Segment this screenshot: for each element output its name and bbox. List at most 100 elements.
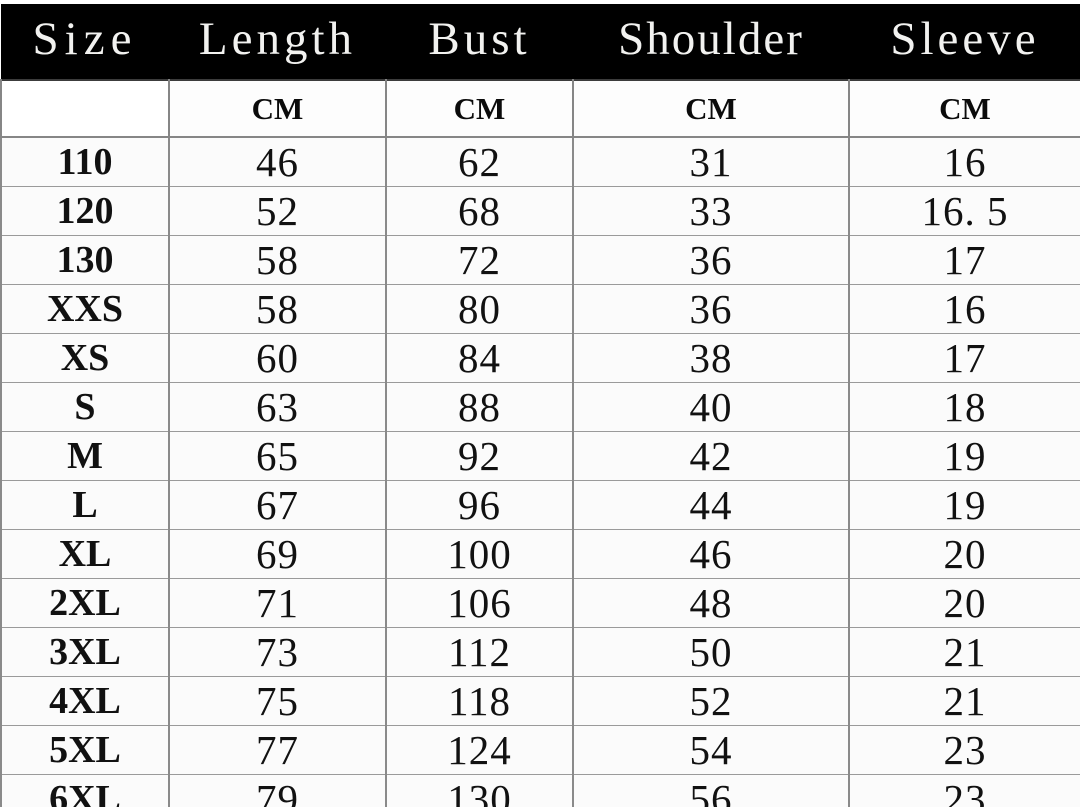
cell-bust: 118 (385, 676, 574, 726)
cell-bust: 88 (385, 382, 574, 432)
cell-size: XL (0, 529, 170, 579)
cell-sleeve: 19 (848, 431, 1080, 481)
column-header-sleeve: Sleeve (849, 4, 1080, 80)
cell-length: 75 (168, 676, 387, 726)
cell-length: 65 (168, 431, 387, 481)
cell-bust: 100 (385, 529, 574, 579)
header-row: Size Length Bust Shoulder Sleeve (1, 4, 1080, 80)
cell-shoulder: 36 (572, 284, 850, 334)
column-header-size: Size (1, 4, 169, 80)
cell-sleeve: 20 (848, 578, 1080, 628)
cell-shoulder: 50 (572, 627, 850, 677)
cell-bust: 112 (385, 627, 574, 677)
cell-size: 5XL (0, 725, 170, 775)
table-row: 5XL 77 124 54 23 (0, 725, 1080, 775)
table-row: XS 60 84 38 17 (0, 333, 1080, 383)
cell-sleeve: 23 (848, 774, 1080, 807)
cell-shoulder: 54 (572, 725, 850, 775)
unit-cell-shoulder: CM (572, 79, 850, 138)
cell-bust: 96 (385, 480, 574, 530)
cell-shoulder: 52 (572, 676, 850, 726)
cell-shoulder: 33 (572, 186, 850, 236)
cell-bust: 84 (385, 333, 574, 383)
table-row: 3XL 73 112 50 21 (0, 627, 1080, 677)
cell-bust: 80 (385, 284, 574, 334)
cell-length: 46 (168, 136, 387, 187)
cell-size: M (0, 431, 170, 481)
table-row: 4XL 75 118 52 21 (0, 676, 1080, 726)
cell-length: 67 (168, 480, 387, 530)
size-chart-body: CM CM CM CM 110 46 62 31 16 120 52 68 33 16. 5 130… (0, 79, 1080, 807)
cell-size: 130 (0, 235, 170, 285)
table-row: 130 58 72 36 17 (0, 235, 1080, 285)
cell-sleeve: 19 (848, 480, 1080, 530)
cell-length: 79 (168, 774, 387, 807)
cell-shoulder: 44 (572, 480, 850, 530)
cell-length: 73 (168, 627, 387, 677)
cell-size: 120 (0, 186, 170, 236)
cell-length: 69 (168, 529, 387, 579)
unit-cell-bust: CM (385, 79, 574, 138)
cell-bust: 62 (385, 136, 574, 187)
cell-shoulder: 31 (572, 136, 850, 187)
cell-size: 4XL (0, 676, 170, 726)
cell-bust: 106 (385, 578, 574, 628)
unit-cell-size (0, 79, 170, 138)
cell-sleeve: 21 (848, 627, 1080, 677)
cell-length: 58 (168, 284, 387, 334)
cell-length: 60 (168, 333, 387, 383)
cell-length: 52 (168, 186, 387, 236)
table-row: L 67 96 44 19 (0, 480, 1080, 530)
cell-sleeve: 21 (848, 676, 1080, 726)
cell-size: XXS (0, 284, 170, 334)
cell-bust: 72 (385, 235, 574, 285)
cell-bust: 92 (385, 431, 574, 481)
cell-size: L (0, 480, 170, 530)
cell-shoulder: 46 (572, 529, 850, 579)
cell-shoulder: 48 (572, 578, 850, 628)
cell-bust: 124 (385, 725, 574, 775)
cell-bust: 68 (385, 186, 574, 236)
table-row: 120 52 68 33 16. 5 (0, 186, 1080, 236)
cell-size: S (0, 382, 170, 432)
cell-sleeve: 16 (848, 136, 1080, 187)
cell-length: 77 (168, 725, 387, 775)
cell-shoulder: 38 (572, 333, 850, 383)
table-row: 2XL 71 106 48 20 (0, 578, 1080, 628)
cell-sleeve: 17 (848, 333, 1080, 383)
table-row: M 65 92 42 19 (0, 431, 1080, 481)
cell-shoulder: 42 (572, 431, 850, 481)
table-row: XL 69 100 46 20 (0, 529, 1080, 579)
cell-sleeve: 16 (848, 284, 1080, 334)
cell-size: 6XL (0, 774, 170, 807)
cell-size: 2XL (0, 578, 170, 628)
cell-size: XS (0, 333, 170, 383)
cell-bust: 130 (385, 774, 574, 807)
cell-size: 110 (0, 136, 170, 187)
table-row: 110 46 62 31 16 (0, 136, 1080, 187)
cell-length: 71 (168, 578, 387, 628)
cell-length: 58 (168, 235, 387, 285)
column-header-shoulder: Shoulder (573, 4, 849, 80)
table-row: S 63 88 40 18 (0, 382, 1080, 432)
size-chart-table: Size Length Bust Shoulder Sleeve CM CM C… (0, 4, 1080, 807)
cell-sleeve: 23 (848, 725, 1080, 775)
cell-shoulder: 40 (572, 382, 850, 432)
table-row: XXS 58 80 36 16 (0, 284, 1080, 334)
table-row: 6XL 79 130 56 23 (0, 774, 1080, 807)
cell-sleeve: 16. 5 (848, 186, 1080, 236)
cell-shoulder: 56 (572, 774, 850, 807)
cell-sleeve: 17 (848, 235, 1080, 285)
cell-sleeve: 18 (848, 382, 1080, 432)
units-row: CM CM CM CM (0, 79, 1080, 138)
cell-shoulder: 36 (572, 235, 850, 285)
cell-length: 63 (168, 382, 387, 432)
unit-cell-sleeve: CM (848, 79, 1080, 138)
size-chart-header: Size Length Bust Shoulder Sleeve (1, 4, 1080, 80)
cell-sleeve: 20 (848, 529, 1080, 579)
cell-size: 3XL (0, 627, 170, 677)
unit-cell-length: CM (168, 79, 387, 138)
column-header-bust: Bust (386, 4, 573, 80)
column-header-length: Length (169, 4, 386, 80)
